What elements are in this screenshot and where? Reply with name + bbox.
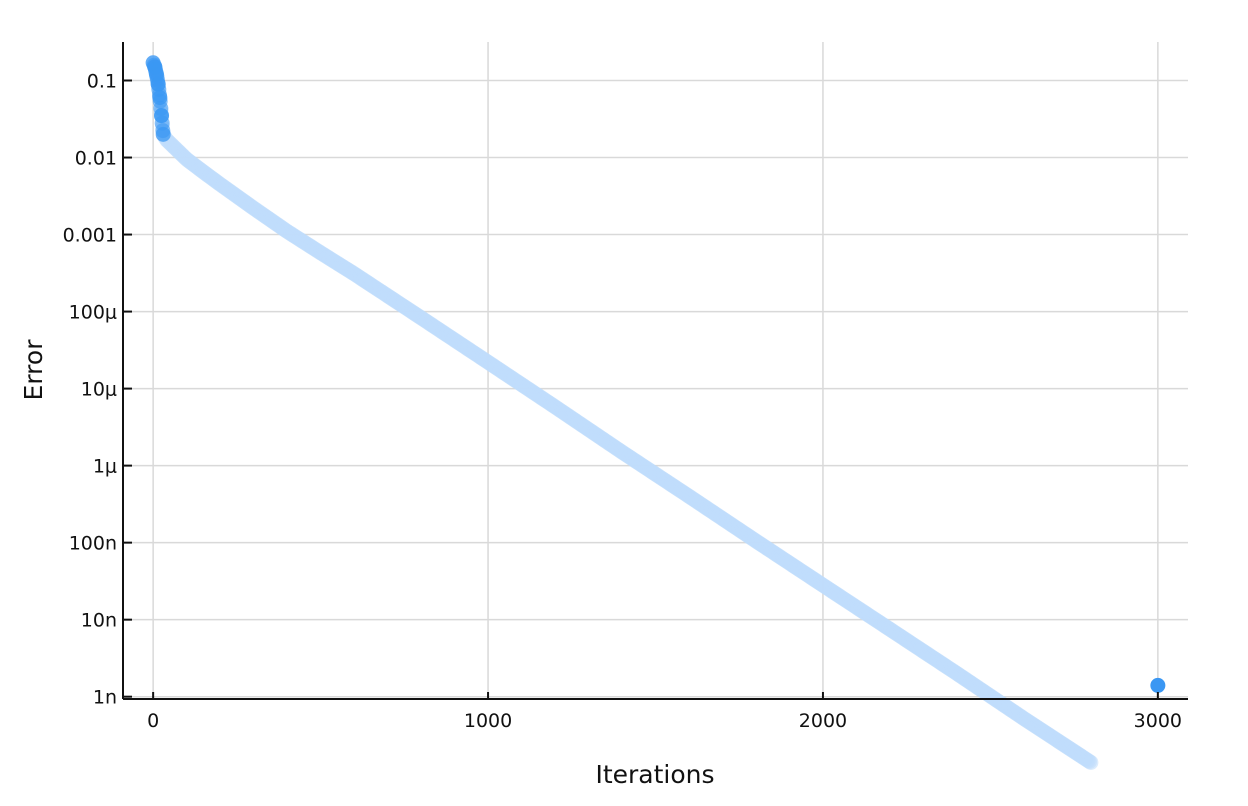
axes <box>122 42 1188 700</box>
tick-labels: 0 1000 2000 3000 0.1 0.01 0.001 100μ 10μ 1μ 100n 10… <box>63 71 1182 732</box>
data-point-final <box>1150 677 1166 693</box>
y-tick-label: 0.1 <box>87 71 117 93</box>
x-tick-label: 2000 <box>799 710 847 732</box>
y-tick-label: 100μ <box>69 302 117 324</box>
y-tick-label: 10n <box>81 610 117 632</box>
series-points <box>145 55 1166 770</box>
y-tick-label: 0.01 <box>75 148 117 170</box>
data-point <box>1083 754 1099 770</box>
x-axis-title: Iterations <box>595 760 714 789</box>
x-tick-label: 3000 <box>1134 710 1182 732</box>
y-tick-label: 1μ <box>93 456 117 478</box>
x-tick-label: 1000 <box>464 710 512 732</box>
grid <box>123 42 1188 699</box>
data-point <box>155 123 171 139</box>
y-tick-label: 100n <box>69 533 117 555</box>
y-tick-label: 1n <box>93 687 117 709</box>
x-tick-label: 0 <box>147 710 159 732</box>
y-tick-label: 0.001 <box>63 225 117 247</box>
y-tick-label: 10μ <box>81 379 117 401</box>
y-axis-title: Error <box>19 339 48 401</box>
